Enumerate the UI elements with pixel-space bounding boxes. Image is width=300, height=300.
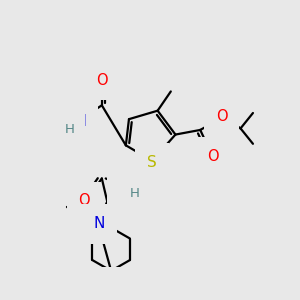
Text: O: O [216, 109, 228, 124]
Text: H: H [130, 187, 140, 200]
Text: H: H [65, 123, 75, 136]
Text: O: O [78, 193, 90, 208]
Text: O: O [208, 148, 219, 164]
Text: H: H [69, 105, 79, 118]
Text: O: O [96, 73, 108, 88]
Text: N: N [94, 216, 105, 231]
Text: S: S [147, 155, 157, 170]
Text: N: N [76, 114, 86, 129]
Text: N: N [119, 178, 130, 194]
